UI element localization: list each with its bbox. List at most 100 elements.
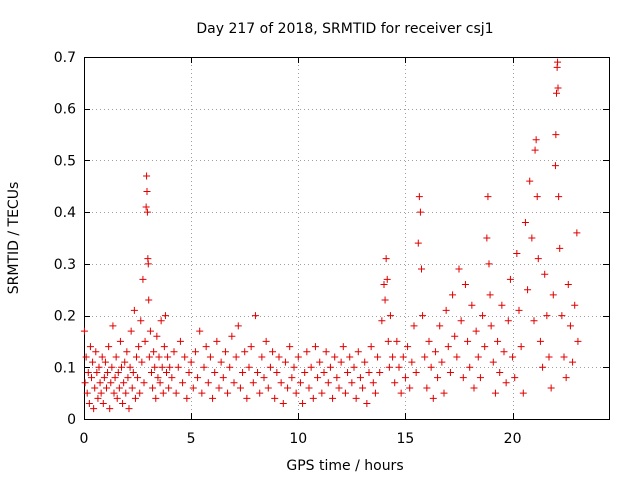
data-point [489, 358, 497, 366]
data-point [260, 374, 268, 382]
data-point [305, 384, 313, 392]
data-point [434, 374, 442, 382]
data-point [533, 193, 541, 201]
data-point [381, 296, 389, 304]
data-point [380, 281, 388, 289]
data-point [239, 368, 247, 376]
data-point [515, 306, 523, 314]
data-point [217, 358, 225, 366]
data-point [262, 337, 270, 345]
data-point [536, 337, 544, 345]
data-point [294, 353, 302, 361]
data-point [224, 389, 232, 397]
data-point [151, 363, 159, 371]
data-point [415, 193, 423, 201]
x-tick-label: 10 [289, 431, 307, 447]
data-point [114, 368, 122, 376]
data-point [266, 363, 274, 371]
data-point [245, 363, 253, 371]
data-point [198, 389, 206, 397]
data-point [189, 384, 197, 392]
data-point [103, 384, 110, 392]
data-point [155, 353, 163, 361]
data-point [166, 363, 174, 371]
data-point [136, 389, 144, 397]
data-point [504, 317, 512, 325]
data-point [179, 379, 187, 387]
data-point [549, 291, 557, 299]
y-tick-label: 0.7 [54, 50, 76, 66]
data-point [329, 394, 337, 402]
data-point [416, 208, 424, 216]
data-point [419, 312, 427, 320]
data-point [425, 337, 433, 345]
data-point [464, 337, 472, 345]
data-point [152, 394, 160, 402]
data-point [93, 368, 101, 376]
data-point [172, 389, 180, 397]
data-point [359, 384, 367, 392]
data-point [374, 353, 382, 361]
data-point [115, 384, 123, 392]
data-point [292, 389, 300, 397]
data-point [112, 353, 120, 361]
axis-ticks [84, 57, 609, 420]
data-point [472, 327, 480, 335]
data-point [393, 337, 401, 345]
data-point [296, 379, 304, 387]
data-point [165, 384, 173, 392]
data-point [314, 374, 322, 382]
data-point [491, 389, 499, 397]
data-point [145, 353, 153, 361]
data-point [174, 363, 182, 371]
data-point [124, 374, 132, 382]
data-point [406, 384, 414, 392]
data-point [148, 368, 155, 376]
data-point [139, 275, 147, 283]
y-tick-labels: 0 0.1 0.2 0.3 0.4 0.5 0.6 0.7 [54, 50, 76, 428]
data-point [138, 358, 146, 366]
data-point [157, 317, 165, 325]
data-point [543, 312, 551, 320]
data-point [564, 281, 572, 289]
data-point [309, 394, 317, 402]
data-point [431, 348, 439, 356]
data-point [301, 368, 309, 376]
data-point [243, 394, 251, 402]
data-point [80, 327, 88, 335]
data-point [446, 368, 454, 376]
data-point [486, 291, 494, 299]
data-point [89, 358, 97, 366]
data-point [284, 384, 292, 392]
data-point [160, 343, 168, 351]
data-point [354, 348, 362, 356]
data-point [331, 353, 339, 361]
data-point [273, 368, 281, 376]
data-point [562, 374, 570, 382]
data-point [399, 353, 407, 361]
data-point [526, 177, 534, 185]
data-point [271, 394, 279, 402]
data-point [86, 343, 94, 351]
data-point [144, 260, 152, 268]
data-point [500, 348, 508, 356]
data-point [149, 384, 157, 392]
data-point [121, 358, 129, 366]
data-point [401, 374, 409, 382]
data-point [170, 348, 178, 356]
data-point [352, 394, 360, 402]
data-point [145, 296, 153, 304]
data-point [288, 374, 296, 382]
y-axis-label: SRMTID / TECUs [6, 182, 22, 295]
data-point [558, 312, 566, 320]
data-point [226, 363, 234, 371]
data-point [382, 255, 390, 263]
data-point [104, 368, 112, 376]
data-point [554, 58, 562, 66]
data-point [367, 343, 375, 351]
data-point [91, 384, 99, 392]
data-point [438, 358, 446, 366]
data-point [143, 208, 151, 216]
data-point [442, 306, 450, 314]
data-point [348, 379, 356, 387]
